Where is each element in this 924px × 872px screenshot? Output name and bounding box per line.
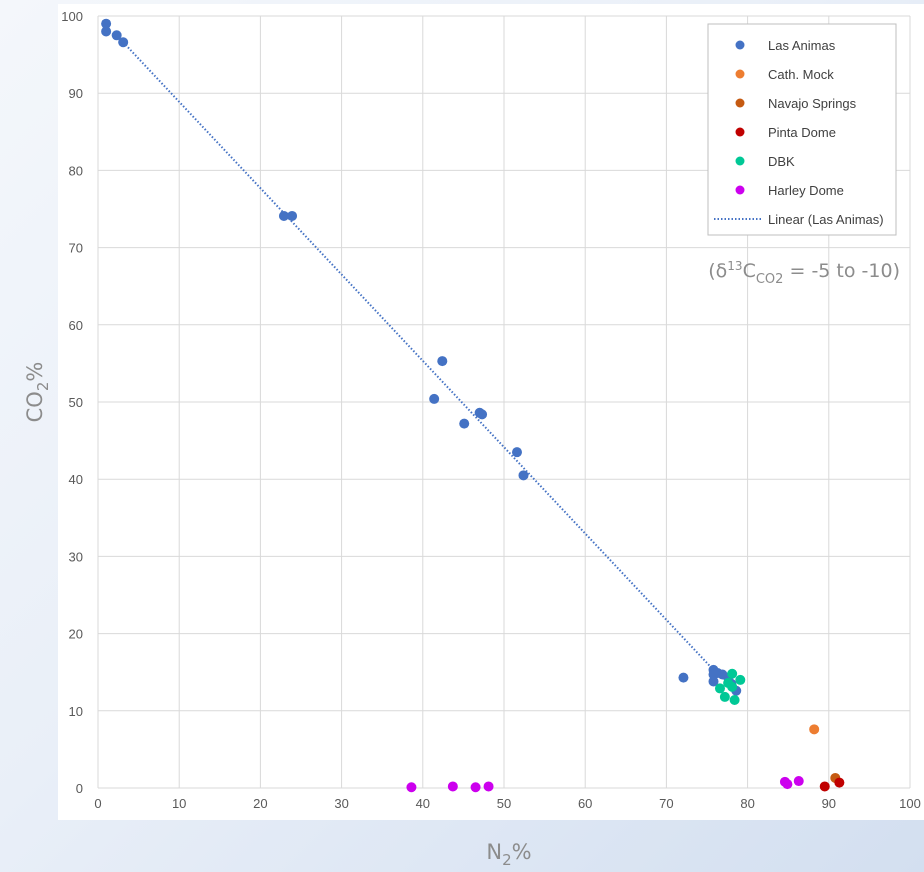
data-point-harley-dome [793, 776, 804, 787]
data-point-dbk [729, 694, 740, 705]
data-point-las-animas [437, 356, 448, 367]
legend-label: DBK [768, 154, 795, 169]
legend-label: Cath. Mock [768, 67, 834, 82]
y-tick-label: 100 [61, 9, 83, 24]
x-tick-label: 100 [899, 796, 921, 811]
trendline-las-animas [122, 41, 715, 671]
legend-marker [735, 156, 745, 166]
y-tick-label: 0 [76, 781, 83, 796]
data-point-las-animas [459, 418, 470, 429]
data-point-dbk [714, 683, 725, 694]
y-tick-label: 10 [69, 704, 83, 719]
data-point-las-animas [518, 470, 529, 481]
data-point-harley-dome [470, 782, 481, 793]
legend-label: Las Animas [768, 38, 836, 53]
trendline-layer [122, 41, 715, 671]
x-axis-ticks: 0 10 20 30 40 50 60 70 80 90 100 [94, 796, 920, 811]
data-point-las-animas [278, 210, 289, 221]
x-tick-label: 10 [172, 796, 186, 811]
scatter-chart: 0 10 20 30 40 50 60 70 80 90 100 0 10 20 30 40 50 60 70 80… [61, 9, 921, 811]
x-tick-label: 20 [253, 796, 267, 811]
data-point-las-animas [287, 210, 298, 221]
y-axis-title: CO2% [23, 362, 52, 423]
data-point-las-animas [429, 393, 440, 404]
annotation: (δ13CCO2 = -5 to -10) [708, 259, 900, 287]
y-tick-label: 50 [69, 395, 83, 410]
data-point-dbk [735, 674, 746, 685]
data-point-las-animas [511, 447, 522, 458]
y-tick-label: 70 [69, 241, 83, 256]
data-point-las-animas [101, 26, 112, 37]
x-tick-label: 80 [740, 796, 754, 811]
x-tick-label: 30 [334, 796, 348, 811]
legend-label: Linear (Las Animas) [768, 212, 884, 227]
data-point-dbk [719, 691, 730, 702]
y-tick-label: 20 [69, 627, 83, 642]
legend-label: Navajo Springs [768, 96, 857, 111]
data-point-dbk [727, 681, 738, 692]
data-point-las-animas [118, 37, 129, 48]
y-tick-label: 80 [69, 163, 83, 178]
x-tick-label: 50 [497, 796, 511, 811]
y-axis-ticks: 0 10 20 30 40 50 60 70 80 90 100 [61, 9, 83, 796]
data-point-harley-dome [406, 782, 417, 793]
data-point-las-animas [101, 18, 112, 29]
isotope-annotation: (δ13CCO2 = -5 to -10) [708, 259, 900, 287]
data-point-harley-dome [447, 781, 458, 792]
gridlines [97, 15, 911, 789]
x-tick-label: 60 [578, 796, 592, 811]
y-tick-label: 30 [69, 549, 83, 564]
legend-label: Harley Dome [768, 183, 844, 198]
x-tick-label: 40 [416, 796, 430, 811]
legend-marker [735, 40, 745, 50]
data-point-harley-dome [483, 781, 494, 792]
x-tick-label: 90 [822, 796, 836, 811]
legend: Las Animas Cath. Mock Navajo Springs Pinta … [707, 23, 897, 236]
data-point-dbk [727, 668, 738, 679]
data-point-cath-mock [809, 724, 820, 735]
data-point-pinta-dome [819, 781, 830, 792]
plot-area: 0 10 20 30 40 50 60 70 80 90 100 0 10 20 30 40 50 60 70 80… [58, 4, 924, 820]
data-point-las-animas [678, 672, 689, 683]
data-point-las-animas [708, 676, 719, 687]
y-tick-label: 40 [69, 472, 83, 487]
legend-label: Pinta Dome [768, 125, 836, 140]
y-tick-label: 90 [69, 86, 83, 101]
legend-marker [735, 69, 745, 79]
legend-marker [735, 127, 745, 137]
data-point-harley-dome [782, 779, 793, 790]
legend-marker [735, 185, 745, 195]
data-point-pinta-dome [834, 777, 845, 788]
x-tick-label: 70 [659, 796, 673, 811]
data-points [101, 18, 845, 793]
x-axis-title: N2% [486, 840, 531, 869]
data-point-las-animas [477, 409, 488, 420]
y-tick-label: 60 [69, 318, 83, 333]
legend-marker [735, 98, 745, 108]
x-tick-label: 0 [94, 796, 101, 811]
data-point-las-animas [111, 30, 122, 41]
